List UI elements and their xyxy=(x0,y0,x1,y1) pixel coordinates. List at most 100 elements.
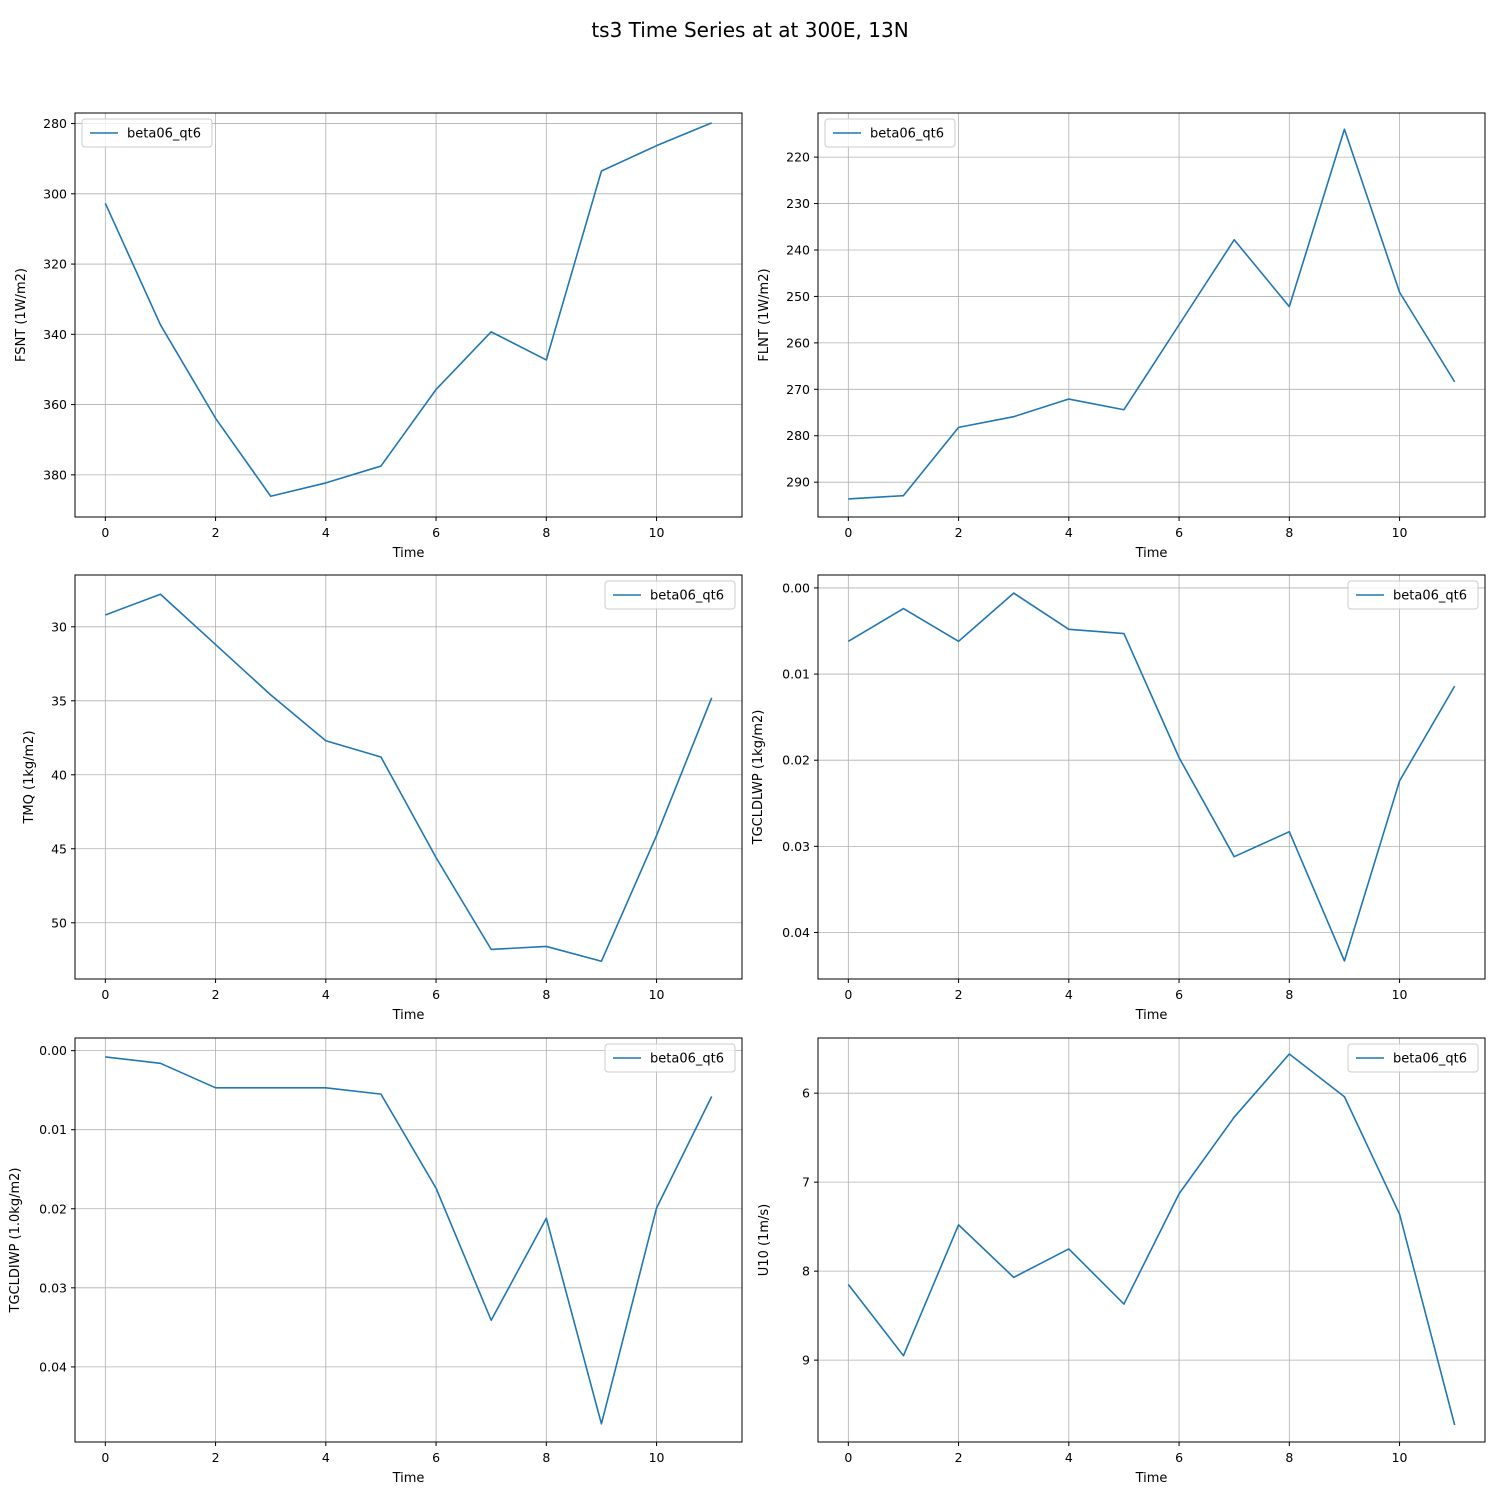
axes-frame xyxy=(74,574,743,980)
y-tick-label: 8 xyxy=(802,1264,810,1279)
legend-entry-label: beta06_qt6 xyxy=(650,1052,724,1067)
legend: beta06_qt6 xyxy=(604,1043,736,1073)
y-tick-label: 290 xyxy=(786,475,810,490)
y-tick-label: 0.00 xyxy=(782,580,810,595)
x-tick-label: 6 xyxy=(432,987,440,1002)
x-axis-label: Time xyxy=(392,546,425,561)
subplot-1: 0 2 4 6 8 10 280 300 320 340 360 380 Time FSNT (1W/m2… xyxy=(14,112,743,561)
y-tick-label: 7 xyxy=(802,1175,810,1190)
figure-title: ts3 Time Series at at 300E, 13N xyxy=(591,18,908,42)
y-axis-label: U10 (1m/s) xyxy=(757,1204,772,1276)
y-axis-label: TGCLDIWP (1.0kg/m2) xyxy=(8,1168,23,1314)
series-line-beta06_qt6 xyxy=(848,128,1456,500)
legend-box xyxy=(824,118,956,148)
x-tick-label: 8 xyxy=(1285,1450,1293,1465)
series-line-beta06_qt6 xyxy=(104,122,712,498)
grid-lines xyxy=(75,575,742,979)
subplot-3: 0 2 4 6 8 10 30 35 40 45 50 Time TMQ (1kg/m2) beta06_… xyxy=(22,574,743,1023)
y-tick-label: 220 xyxy=(786,150,810,165)
y-tick-label: 45 xyxy=(51,841,67,856)
y-tick-label: 0.02 xyxy=(782,753,810,768)
y-tick-label: 230 xyxy=(786,196,810,211)
series-line-beta06_qt6 xyxy=(847,1053,1456,1426)
x-tick-label: 8 xyxy=(1285,987,1293,1002)
x-tick-label: 2 xyxy=(212,1450,220,1465)
x-tick-label: 6 xyxy=(1175,1450,1183,1465)
x-tick-label: 6 xyxy=(432,1450,440,1465)
y-tick-label: 40 xyxy=(51,767,67,782)
y-tick-label: 50 xyxy=(51,915,67,930)
x-axis-label: Time xyxy=(1135,1008,1168,1023)
x-tick-label: 0 xyxy=(844,525,852,540)
axes-frame xyxy=(74,112,743,518)
y-axis-label: TGCLDLWP (1kg/m2) xyxy=(751,710,766,846)
series-line-beta06_qt6 xyxy=(105,1056,713,1425)
subplot-2: 0 2 4 6 8 10 220 230 240 250 260 270 280 290 Time FLNT … xyxy=(757,112,1486,561)
x-tick-label: 8 xyxy=(542,1450,550,1465)
axes-frame xyxy=(817,574,1486,980)
x-tick-label: 2 xyxy=(212,987,220,1002)
y-tick-label: 360 xyxy=(43,397,67,412)
y-tick-label: 6 xyxy=(802,1086,810,1101)
y-axis-label: FSNT (1W/m2) xyxy=(14,268,29,362)
legend: beta06_qt6 xyxy=(1347,580,1479,610)
legend: beta06_qt6 xyxy=(824,118,956,148)
y-tick-label: 30 xyxy=(51,619,67,634)
x-tick-label: 2 xyxy=(955,987,963,1002)
x-tick-label: 4 xyxy=(322,525,330,540)
legend-entry-label: beta06_qt6 xyxy=(127,127,201,142)
legend-box xyxy=(1347,1043,1479,1073)
x-axis-label: Time xyxy=(392,1471,425,1486)
legend: beta06_qt6 xyxy=(1347,1043,1479,1073)
x-tick-label: 8 xyxy=(542,987,550,1002)
grid-lines xyxy=(818,1038,1485,1442)
y-tick-label: 300 xyxy=(43,186,67,201)
y-tick-label: 260 xyxy=(786,335,810,350)
legend-entry-label: beta06_qt6 xyxy=(1393,589,1467,604)
legend-entry-label: beta06_qt6 xyxy=(1393,1052,1467,1067)
y-axis-label: TMQ (1kg/m2) xyxy=(22,730,37,824)
axes-frame xyxy=(74,1037,743,1443)
x-tick-label: 8 xyxy=(1285,525,1293,540)
x-axis-label: Time xyxy=(1135,546,1168,561)
x-axis-label: Time xyxy=(392,1008,425,1023)
x-tick-label: 0 xyxy=(101,1450,109,1465)
x-tick-label: 10 xyxy=(1392,525,1408,540)
x-tick-label: 6 xyxy=(1175,987,1183,1002)
x-tick-label: 0 xyxy=(101,525,109,540)
grid-lines xyxy=(818,113,1485,517)
y-tick-label: 280 xyxy=(43,116,67,131)
x-tick-label: 6 xyxy=(432,525,440,540)
y-tick-label: 0.02 xyxy=(39,1201,67,1216)
x-tick-label: 2 xyxy=(955,525,963,540)
x-tick-label: 0 xyxy=(844,987,852,1002)
x-tick-label: 0 xyxy=(101,987,109,1002)
y-axis-label: FLNT (1W/m2) xyxy=(757,268,772,361)
x-tick-label: 10 xyxy=(649,1450,665,1465)
y-tick-label: 0.01 xyxy=(782,667,810,682)
x-tick-label: 4 xyxy=(1065,987,1073,1002)
x-tick-label: 2 xyxy=(955,1450,963,1465)
legend-box xyxy=(81,118,213,148)
y-tick-label: 270 xyxy=(786,382,810,397)
subplot-4: 0 2 4 6 8 10 0.00 0.01 0.02 0.03 0.04 Time TGCLDLWP … xyxy=(751,574,1486,1023)
axes-frame xyxy=(817,112,1486,518)
x-tick-label: 0 xyxy=(844,1450,852,1465)
y-tick-label: 0.00 xyxy=(39,1043,67,1058)
legend-entry-label: beta06_qt6 xyxy=(650,589,724,604)
x-tick-label: 4 xyxy=(1065,525,1073,540)
x-axis-label: Time xyxy=(1135,1471,1168,1486)
x-tick-label: 4 xyxy=(322,987,330,1002)
x-tick-label: 10 xyxy=(1392,1450,1408,1465)
legend: beta06_qt6 xyxy=(604,580,736,610)
axes-frame xyxy=(817,1037,1486,1443)
grid-lines xyxy=(75,1038,742,1442)
series-line-beta06_qt6 xyxy=(847,592,1456,962)
y-tick-label: 35 xyxy=(51,693,67,708)
x-tick-label: 6 xyxy=(1175,525,1183,540)
legend: beta06_qt6 xyxy=(81,118,213,148)
legend-box xyxy=(604,1043,736,1073)
y-tick-label: 320 xyxy=(43,257,67,272)
